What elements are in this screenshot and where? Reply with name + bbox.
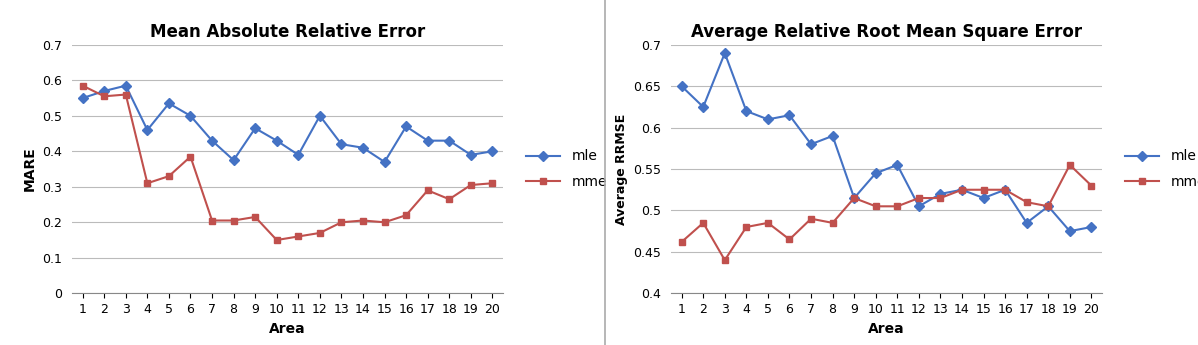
mle	[248, 126, 262, 130]
mme	[377, 220, 392, 224]
mle	[464, 153, 478, 157]
Line: mle: mle	[79, 82, 496, 165]
mle	[804, 142, 818, 146]
mle	[226, 158, 241, 162]
mme	[356, 218, 370, 223]
mme	[1019, 200, 1034, 204]
mme	[399, 213, 413, 217]
mle	[420, 139, 435, 143]
mle	[119, 83, 133, 88]
mle	[377, 160, 392, 164]
mme	[976, 188, 991, 192]
mme	[183, 155, 198, 159]
mle	[75, 96, 90, 100]
mle	[1041, 204, 1055, 208]
mme	[847, 196, 861, 200]
mme	[998, 188, 1012, 192]
mme	[442, 197, 456, 201]
mle	[869, 171, 883, 175]
mle	[291, 153, 305, 157]
mme	[140, 181, 155, 185]
mle	[976, 196, 991, 200]
mme	[162, 174, 176, 178]
mle	[334, 142, 349, 146]
mme	[912, 196, 926, 200]
mme	[291, 234, 305, 238]
mme	[270, 238, 284, 242]
mme	[119, 92, 133, 97]
mme	[1063, 163, 1077, 167]
mme	[890, 204, 904, 208]
mle	[761, 117, 775, 121]
mle	[739, 109, 754, 113]
mle	[313, 114, 327, 118]
mle	[718, 51, 732, 55]
mme	[804, 217, 818, 221]
mme	[420, 188, 435, 193]
Line: mme: mme	[678, 161, 1095, 264]
mle	[955, 188, 969, 192]
mme	[97, 94, 111, 98]
mle	[825, 134, 840, 138]
mme	[718, 258, 732, 262]
mle	[183, 114, 198, 118]
mle	[205, 139, 219, 143]
mle	[912, 204, 926, 208]
mle	[847, 196, 861, 200]
Y-axis label: MARE: MARE	[23, 147, 37, 191]
mle	[270, 139, 284, 143]
mle	[1084, 225, 1099, 229]
mme	[739, 225, 754, 229]
Legend: mle, mme: mle, mme	[519, 142, 613, 196]
mme	[1084, 184, 1099, 188]
mme	[205, 218, 219, 223]
mme	[485, 181, 500, 185]
Legend: mle, mme: mle, mme	[1118, 142, 1198, 196]
mme	[464, 183, 478, 187]
mme	[869, 204, 883, 208]
mme	[761, 221, 775, 225]
mme	[313, 231, 327, 235]
mle	[485, 149, 500, 154]
Y-axis label: Average RRMSE: Average RRMSE	[615, 114, 628, 225]
mme	[696, 221, 710, 225]
mle	[97, 89, 111, 93]
mme	[933, 196, 948, 200]
Line: mle: mle	[678, 50, 1095, 235]
Line: mme: mme	[79, 82, 496, 244]
mle	[998, 188, 1012, 192]
Title: Average Relative Root Mean Square Error: Average Relative Root Mean Square Error	[691, 22, 1082, 40]
mle	[1019, 221, 1034, 225]
mle	[356, 146, 370, 150]
mme	[226, 218, 241, 223]
mle	[696, 105, 710, 109]
mle	[140, 128, 155, 132]
mme	[782, 237, 797, 242]
mme	[248, 215, 262, 219]
X-axis label: Area: Area	[869, 322, 904, 336]
mle	[933, 192, 948, 196]
mme	[825, 221, 840, 225]
X-axis label: Area: Area	[270, 322, 305, 336]
mme	[1041, 204, 1055, 208]
mle	[782, 113, 797, 117]
mle	[1063, 229, 1077, 233]
mle	[162, 101, 176, 106]
Title: Mean Absolute Relative Error: Mean Absolute Relative Error	[150, 22, 425, 40]
mme	[955, 188, 969, 192]
mme	[674, 240, 689, 244]
mle	[442, 139, 456, 143]
mle	[674, 84, 689, 88]
mme	[75, 83, 90, 88]
mme	[334, 220, 349, 224]
mle	[399, 125, 413, 129]
mle	[890, 163, 904, 167]
